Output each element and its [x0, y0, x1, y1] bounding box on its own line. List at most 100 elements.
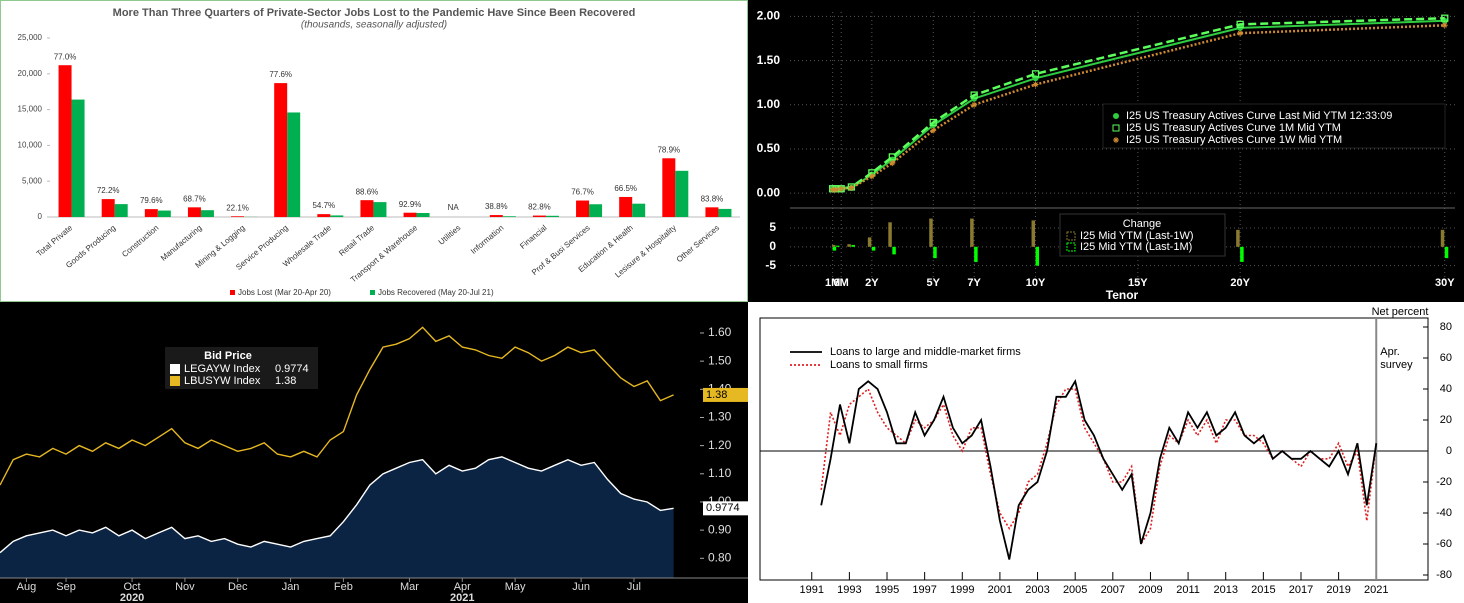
x-tick-label: Jul — [627, 581, 641, 593]
legend-label: Loans to large and middle-market firms — [830, 346, 1021, 358]
bar-annotation: 72.2% — [97, 186, 120, 195]
bar — [675, 170, 689, 217]
panel-background — [748, 0, 1464, 302]
y-tick-label: 0.00 — [757, 185, 781, 199]
point — [1031, 70, 1040, 78]
point — [848, 184, 855, 191]
panel-background — [748, 302, 1464, 603]
bar-annotation: NA — [448, 203, 460, 212]
legend-label: I25 US Treasury Actives Curve Last Mid Y… — [1126, 110, 1392, 122]
bar-annotation: 82.8% — [528, 203, 551, 212]
last-value-label: 0.9774 — [706, 502, 740, 514]
y-tick-label: -60 — [1436, 538, 1452, 550]
x-tick-label: 6M — [834, 277, 849, 289]
chart-subtitle: (thousands, seasonally adjusted) — [301, 20, 447, 31]
point — [1236, 20, 1244, 29]
legend-marker — [1113, 113, 1119, 119]
y-tick-label: 40 — [1440, 383, 1452, 395]
legend-marker — [1113, 137, 1119, 143]
legend-box — [165, 347, 318, 389]
bar — [287, 112, 301, 217]
bar — [403, 212, 417, 217]
x-tick-label: 2005 — [1063, 584, 1087, 596]
last-value-box — [703, 387, 748, 402]
change-bar — [1031, 220, 1036, 247]
change-bar — [888, 222, 892, 247]
bar — [619, 196, 633, 217]
y-tick-label: 0 — [1446, 445, 1452, 457]
series-line — [820, 378, 1378, 560]
legend-swatch — [230, 290, 235, 295]
x-year-label: 2020 — [120, 592, 144, 603]
point — [930, 127, 937, 134]
bar — [231, 216, 245, 217]
change-bar — [832, 246, 837, 251]
bar — [632, 203, 646, 217]
x-tick-label: 20Y — [1230, 277, 1250, 289]
bar — [589, 204, 603, 217]
chart-title: More Than Three Quarters of Private-Sect… — [113, 7, 636, 19]
x-tick-label: 2017 — [1289, 584, 1313, 596]
legend-title: Change — [1123, 218, 1162, 230]
x-tick-label: 2001 — [988, 584, 1012, 596]
x-tick-label: 2021 — [1364, 584, 1388, 596]
point — [889, 160, 896, 167]
bar — [545, 215, 559, 217]
x-year-label: 2021 — [450, 592, 474, 603]
x-tick-label: Mar — [400, 581, 419, 593]
y-tick-label: 5,000 — [22, 176, 43, 185]
x-tick-label: May — [505, 581, 526, 593]
bar-annotation: 38.8% — [485, 202, 508, 211]
change-bar — [832, 244, 836, 247]
x-tick-label: Nov — [175, 581, 195, 593]
bar-annotation: 66.5% — [614, 184, 637, 193]
bar-annotation: 88.6% — [356, 187, 379, 196]
x-tick-label: Aug — [17, 581, 37, 593]
x-tick-label: Jun — [572, 581, 590, 593]
series-area — [0, 456, 674, 578]
x-tick-label: 1999 — [950, 584, 974, 596]
y-tick-label: 0.50 — [757, 141, 781, 155]
point — [1032, 75, 1039, 82]
legend-marker — [1112, 124, 1120, 132]
x-tick-label: 7Y — [967, 277, 981, 289]
point — [838, 185, 845, 192]
survey-label: survey — [1380, 359, 1413, 371]
x-tick-label: 1993 — [837, 584, 861, 596]
y-tick-label: 0.80 — [708, 550, 732, 564]
series-line — [0, 456, 674, 554]
bar-annotation: 78.9% — [657, 145, 680, 154]
point — [970, 91, 978, 99]
y-tick-label: 20 — [1440, 414, 1452, 426]
x-tick-label: Feb — [334, 581, 353, 593]
bar — [532, 215, 546, 217]
y-tick-label: -40 — [1436, 507, 1452, 519]
x-tick-label: 2003 — [1025, 584, 1049, 596]
x-tick-label: 2011 — [1176, 584, 1200, 596]
change-bar — [847, 244, 851, 247]
x-tick-label: Dec — [228, 581, 248, 593]
bar — [58, 65, 72, 217]
plot-frame — [759, 317, 1429, 581]
legend-box — [1102, 103, 1446, 149]
bar — [705, 207, 719, 217]
last-value-label: 1.38 — [706, 389, 727, 401]
point — [1441, 14, 1449, 22]
bar-annotation: 22.1% — [226, 203, 249, 212]
change-bar — [851, 244, 855, 247]
x-tick-label: 1991 — [800, 584, 824, 596]
legend-swatch — [170, 376, 180, 386]
legend-label: I25 US Treasury Actives Curve 1W Mid YTM — [1126, 134, 1342, 146]
y-tick-label: 1.00 — [757, 97, 781, 111]
legend-marker — [1066, 231, 1076, 241]
legend-label: Loans to small firms — [830, 359, 928, 371]
bar-annotation: 83.8% — [701, 194, 724, 203]
bar — [317, 214, 331, 217]
bar-annotation: 76.7% — [571, 188, 594, 197]
bar — [274, 83, 288, 217]
x-tick-label: 2007 — [1101, 584, 1125, 596]
change-bar — [836, 245, 840, 247]
change-bar — [871, 246, 876, 251]
series-line — [0, 326, 674, 486]
legend-label: Jobs Lost (Mar 20-Apr 20) — [238, 288, 331, 297]
